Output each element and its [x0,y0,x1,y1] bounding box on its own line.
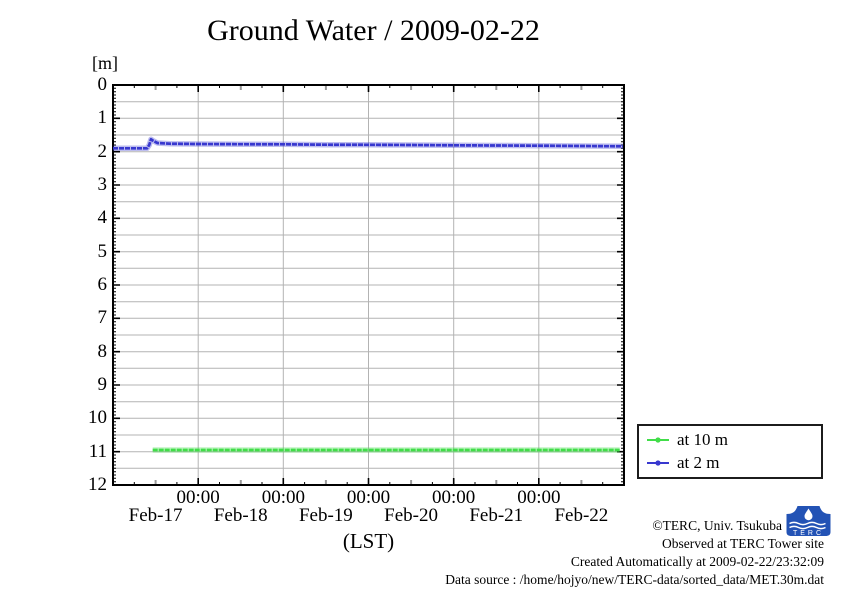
chart-title: Ground Water / 2009-02-22 [207,14,540,47]
y-axis-tick-label: 3 [97,174,108,195]
legend-entry-label: at 10 m [677,430,728,450]
footer-data-source: Data source : /home/hojyo/new/TERC-data/… [445,572,824,587]
legend-entry-at-10m: at 10 m [646,431,821,449]
legend-entry-at-2m: at 2 m [646,452,821,472]
x-axis-label-lst: (LST) [342,529,395,553]
x-axis-date-label: Feb-17 [128,505,183,526]
footer-copyright: ©TERC, Univ. Tsukuba [652,518,782,533]
y-axis-tick-label: 7 [97,307,108,329]
x-axis-date-label: Feb-18 [213,505,268,526]
footer-observed-site: Observed at TERC Tower site [661,536,824,551]
y-axis-unit-label: [m] [92,53,118,73]
legend-entry-label: at 2 m [677,452,720,472]
y-axis-tick-label: 12 [88,474,107,495]
legend-line-marker-icon [646,435,670,445]
y-axis-tick-label: 9 [97,374,108,395]
logo-text: TERC [793,530,824,537]
x-axis-date-label: Feb-20 [384,505,438,526]
y-axis-tick-label: 5 [97,240,108,262]
footer-created-timestamp: Created Automatically at 2009-02-22/23:3… [570,554,824,569]
x-axis-date-label: Feb-22 [554,505,609,526]
x-axis-time-tick-label: 00:00 [261,487,305,508]
y-axis-tick-label: 0 [97,74,108,95]
y-axis-tick-label: 2 [97,140,108,162]
x-axis-date-label: Feb-19 [298,505,353,526]
x-axis-time-tick-label: 00:00 [176,487,220,508]
y-axis-tick-label: 1 [97,107,108,129]
y-axis-tick-label: 8 [97,340,108,362]
x-axis-date-label: Feb-21 [469,505,524,526]
y-axis-tick-label: 6 [97,274,108,295]
footer-credits: ©TERC, Univ. Tsukuba Observed at TERC To… [445,517,824,589]
terc-logo-icon: TERC [786,506,831,537]
x-axis-time-tick-label: 00:00 [432,487,476,508]
x-axis-time-tick-label: 00:00 [517,487,561,508]
y-axis-tick-label: 4 [97,207,108,229]
x-axis-time-tick-label: 00:00 [346,487,391,508]
legend-line-marker-icon [646,458,670,468]
y-axis-tick-label: 11 [88,440,107,462]
legend-box: at 10 m at 2 m [637,424,823,479]
y-axis-tick-label: 10 [88,407,107,429]
